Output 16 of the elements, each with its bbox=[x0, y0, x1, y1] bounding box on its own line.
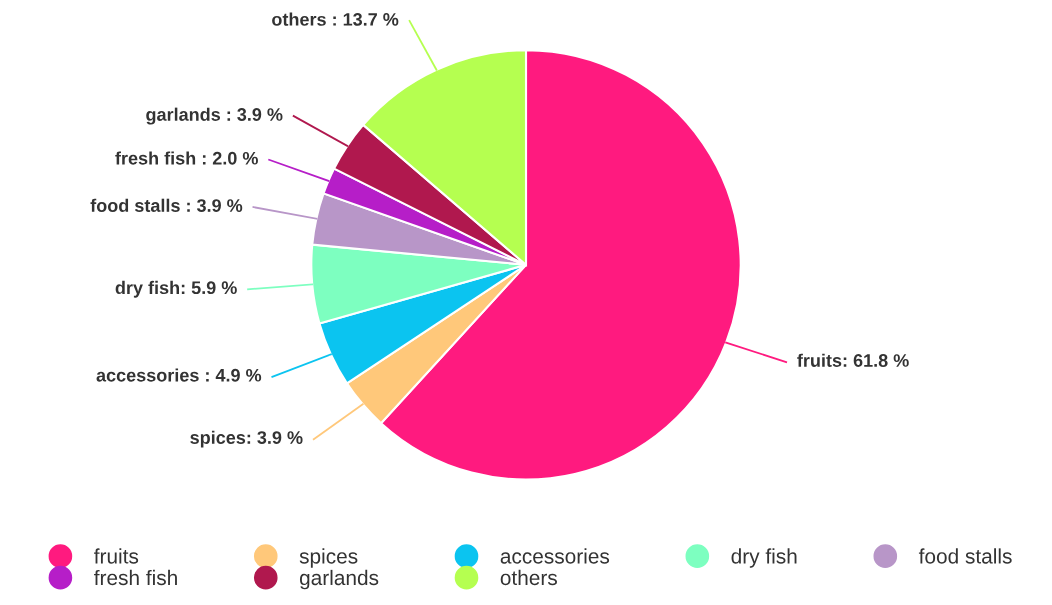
legend-label: garlands bbox=[299, 569, 379, 590]
data-label: spices: 3.9 % bbox=[190, 430, 303, 448]
data-label: others : 13.7 % bbox=[272, 12, 399, 26]
data-label: accessories : 4.9 % bbox=[96, 368, 262, 382]
legend-label: others bbox=[500, 569, 557, 586]
data-label: garlands : 3.9 % bbox=[146, 107, 283, 125]
legend-label: dry fish bbox=[731, 548, 797, 568]
data-label: fresh fish : 2.0 % bbox=[115, 151, 258, 165]
data-label: food stalls : 3.9 % bbox=[90, 198, 243, 212]
legend-label: food stalls bbox=[918, 548, 1012, 564]
data-label: fruits: 61.8 % bbox=[797, 353, 909, 367]
legend-label: fruits bbox=[94, 548, 139, 564]
legend-label: spices bbox=[299, 548, 358, 568]
legend-label: fresh fish bbox=[94, 569, 177, 586]
data-label: dry fish: 5.9 % bbox=[115, 280, 237, 298]
legend-label: accessories bbox=[500, 548, 610, 564]
